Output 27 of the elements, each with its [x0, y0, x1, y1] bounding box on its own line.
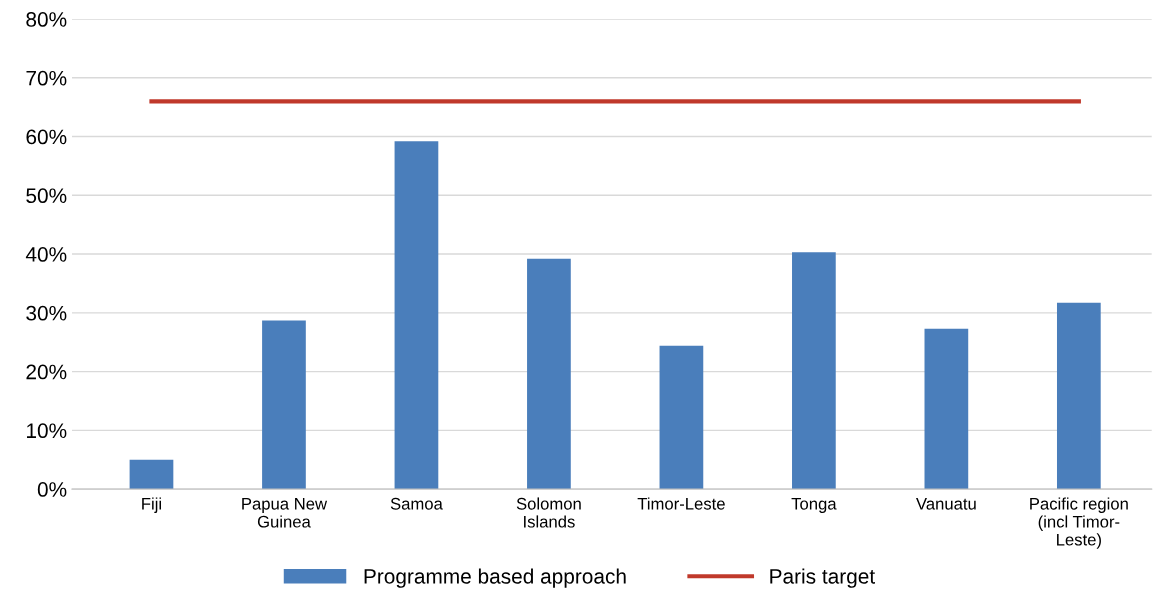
- legend-label: Paris target: [770, 568, 875, 588]
- y-tick-label: 0%: [37, 482, 67, 497]
- bar: [394, 141, 439, 490]
- x-tick-label: Vanuatu: [916, 498, 976, 510]
- bar: [659, 345, 704, 490]
- bar: [1056, 302, 1101, 490]
- bar: [527, 258, 571, 490]
- y-tick-label: 20%: [26, 364, 67, 380]
- x-tick-label: Timor-Leste: [637, 497, 725, 510]
- x-tick-label: Papua New Guinea: [242, 498, 328, 528]
- legend-label: Programme based approach: [364, 568, 626, 588]
- x-tick-label: Solomon Islands: [516, 497, 581, 528]
- x-tick-label: Pacific region (incl Timor- Leste): [1030, 497, 1128, 549]
- y-tick-label: 60%: [26, 129, 67, 145]
- bar: [262, 320, 306, 490]
- bar: [792, 252, 836, 490]
- bar: [129, 459, 174, 490]
- y-tick-label: 80%: [26, 12, 67, 27]
- y-tick-label: 30%: [26, 305, 67, 321]
- x-tick-label: Tonga: [791, 498, 837, 513]
- x-tick-label: Samoa: [390, 497, 443, 510]
- y-tick-label: 50%: [26, 188, 67, 204]
- y-tick-label: 40%: [25, 247, 67, 262]
- x-tick-label: Fiji: [142, 497, 161, 513]
- y-tick-label: 70%: [26, 70, 67, 86]
- bar: [924, 328, 969, 490]
- y-tick-label: 10%: [27, 423, 67, 439]
